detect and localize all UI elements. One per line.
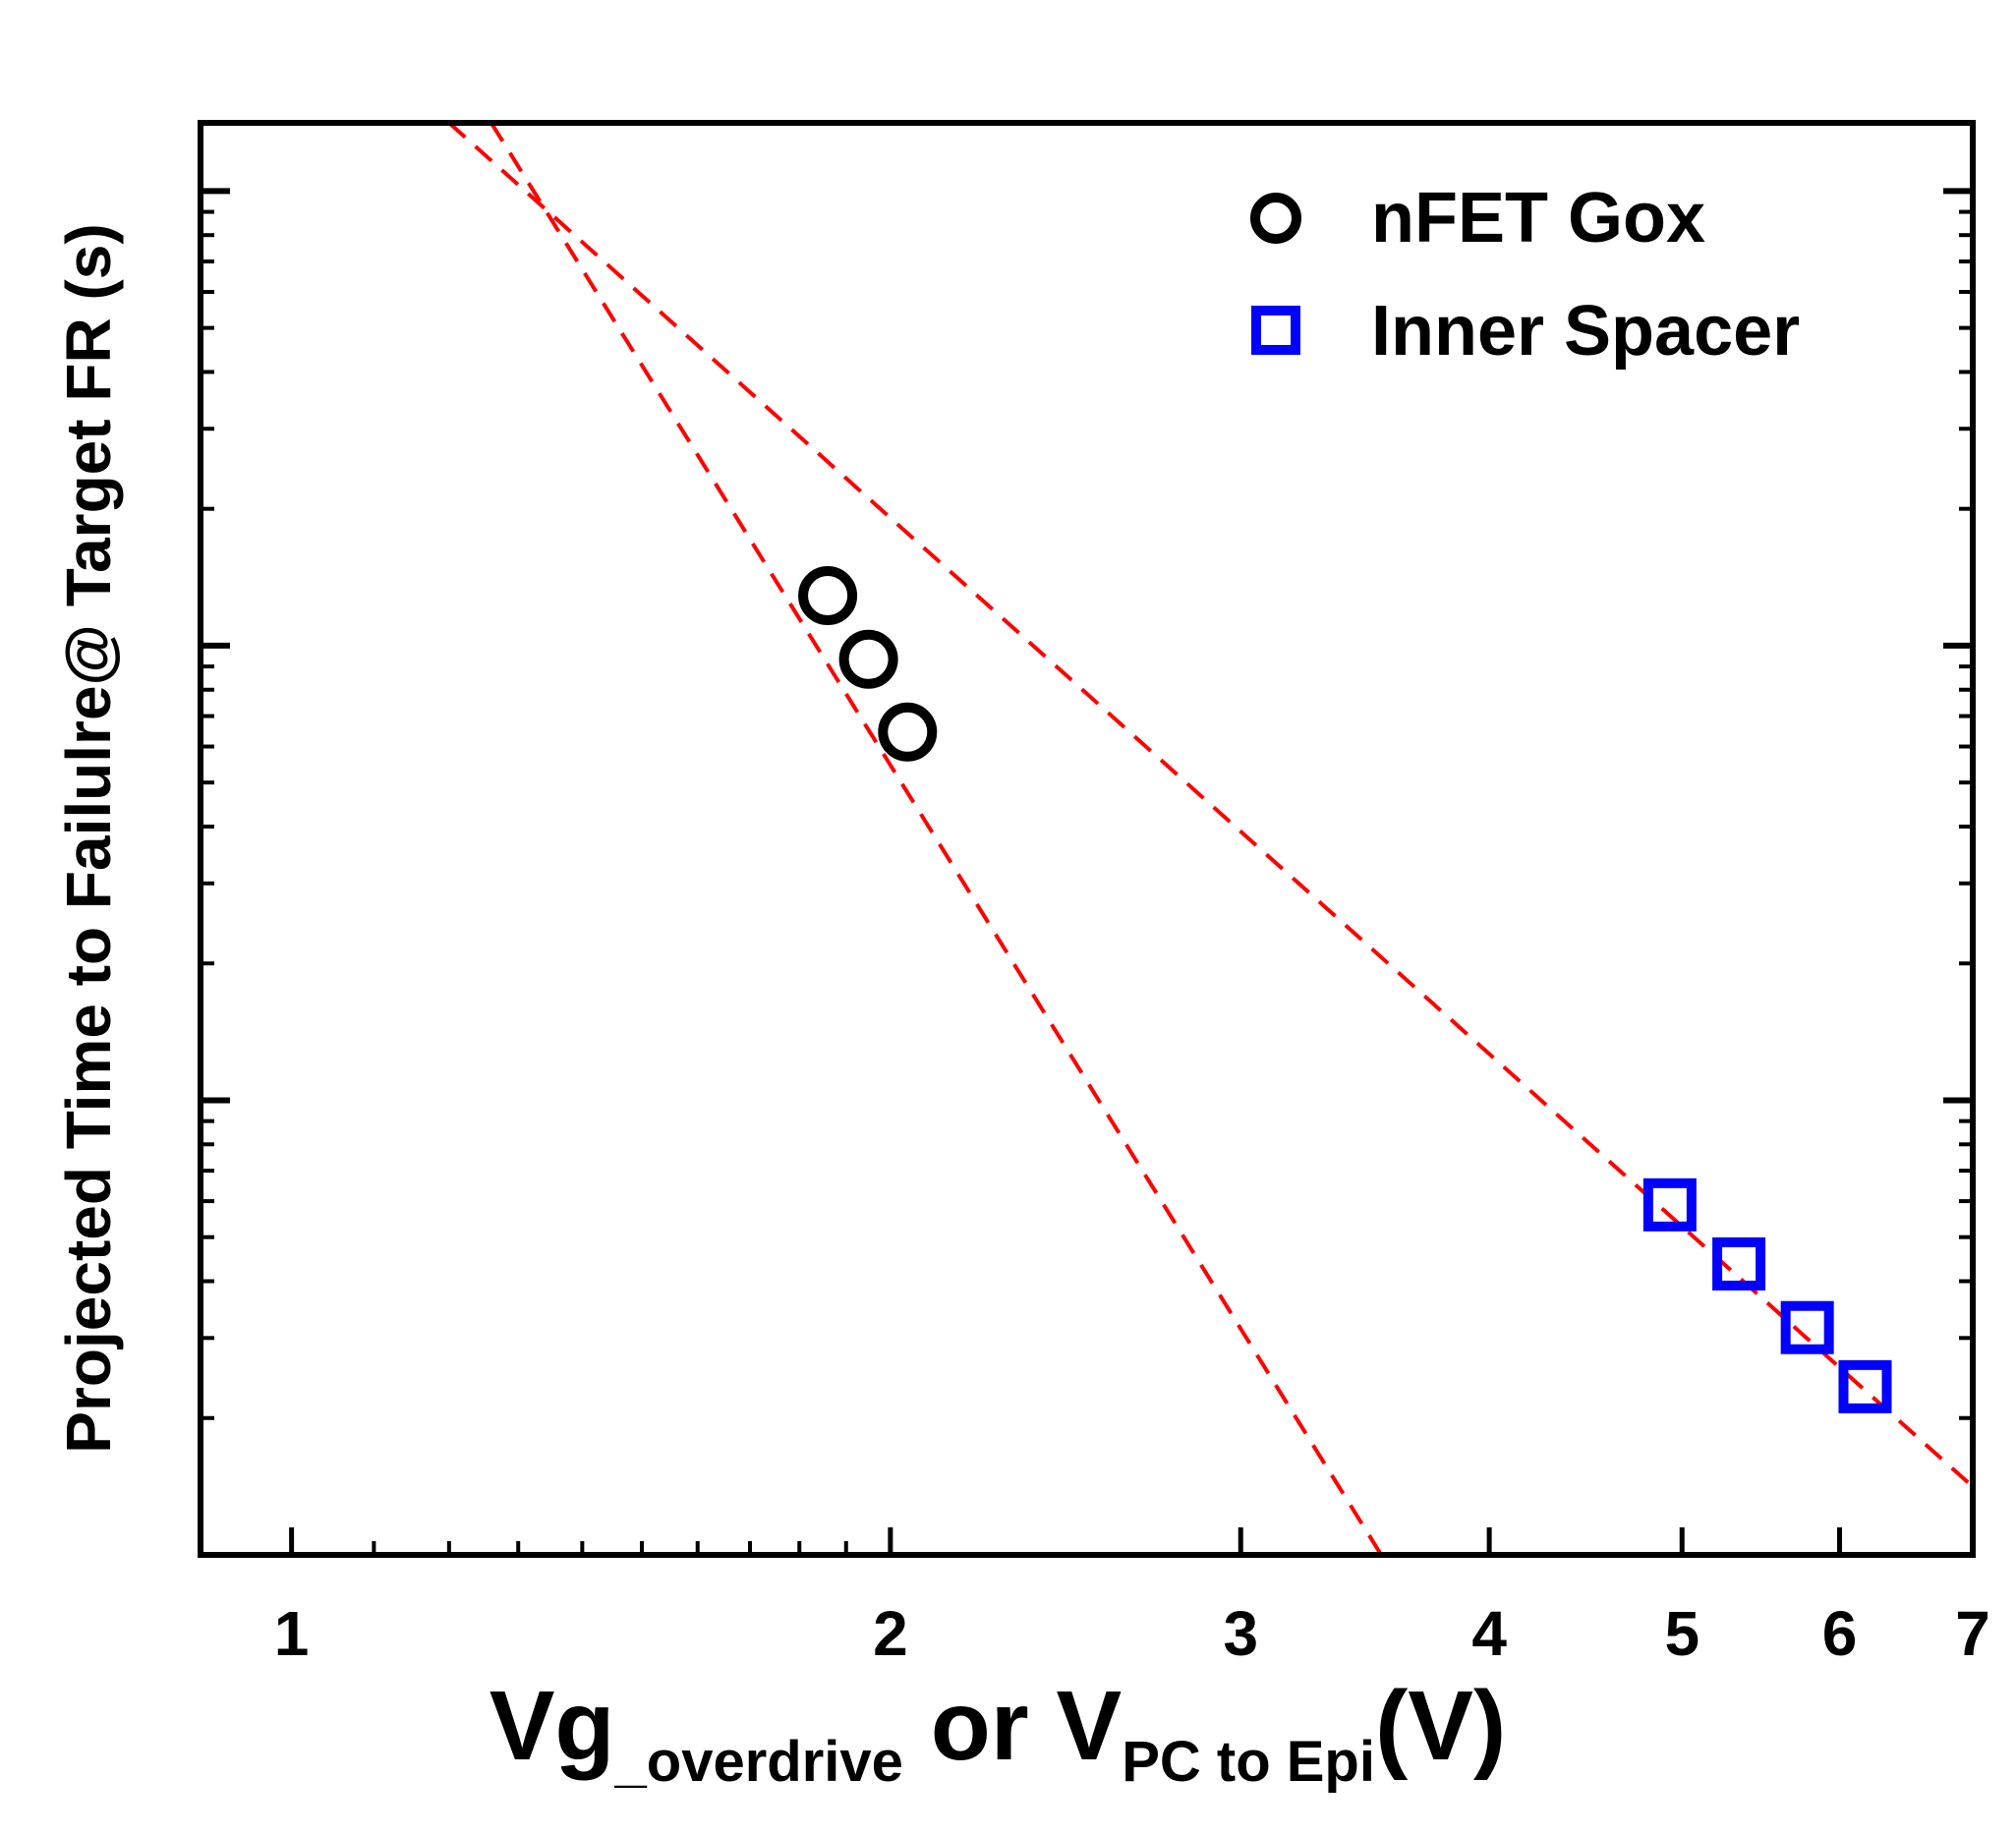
x-axis-label-vg: Vg bbox=[490, 1671, 615, 1781]
x-axis-label: Vg_overdrive or VPC to Epi(V) bbox=[490, 1671, 1507, 1794]
legend-marker-nfet-gox bbox=[1250, 193, 1301, 244]
x-tick-label-2: 2 bbox=[873, 1598, 908, 1669]
point-nfet-gox-0 bbox=[798, 566, 858, 626]
x-axis-label-sub-pc-epi: PC to Epi bbox=[1122, 1730, 1375, 1794]
x-axis-label-unit: (V) bbox=[1375, 1671, 1506, 1781]
legend-marker-inner-spacer bbox=[1251, 306, 1300, 355]
legend-label-inner-spacer: Inner Spacer bbox=[1371, 292, 1800, 371]
x-tick-label-5: 5 bbox=[1664, 1598, 1699, 1669]
x-tick-label-1: 1 bbox=[274, 1598, 310, 1669]
point-nfet-gox-2 bbox=[878, 702, 938, 762]
x-tick-label-6: 6 bbox=[1822, 1598, 1858, 1669]
point-inner-spacer-2 bbox=[1780, 1300, 1834, 1354]
point-inner-spacer-3 bbox=[1838, 1359, 1892, 1413]
x-axis-label-sub-overdrive: _overdrive bbox=[614, 1730, 903, 1794]
x-tick-label-7: 7 bbox=[1955, 1598, 1990, 1669]
point-inner-spacer-1 bbox=[1712, 1236, 1766, 1291]
y-axis-label: Projected Time to Failulre@ Target FR (s… bbox=[53, 223, 124, 1453]
point-inner-spacer-0 bbox=[1642, 1177, 1697, 1232]
tick-marks bbox=[201, 188, 1973, 1555]
legend-label-nfet-gox: nFET Gox bbox=[1371, 179, 1705, 258]
x-axis-label-or-v: or V bbox=[903, 1671, 1123, 1781]
plot-frame bbox=[198, 120, 1976, 1558]
x-tick-labels: 1 2 3 4 5 6 7 bbox=[274, 1598, 1990, 1669]
x-tick-label-3: 3 bbox=[1223, 1598, 1258, 1669]
legend: nFET Gox Inner Spacer bbox=[1250, 179, 1800, 371]
data-points bbox=[798, 566, 1892, 1413]
x-tick-label-4: 4 bbox=[1471, 1598, 1507, 1669]
point-nfet-gox-1 bbox=[838, 629, 898, 689]
